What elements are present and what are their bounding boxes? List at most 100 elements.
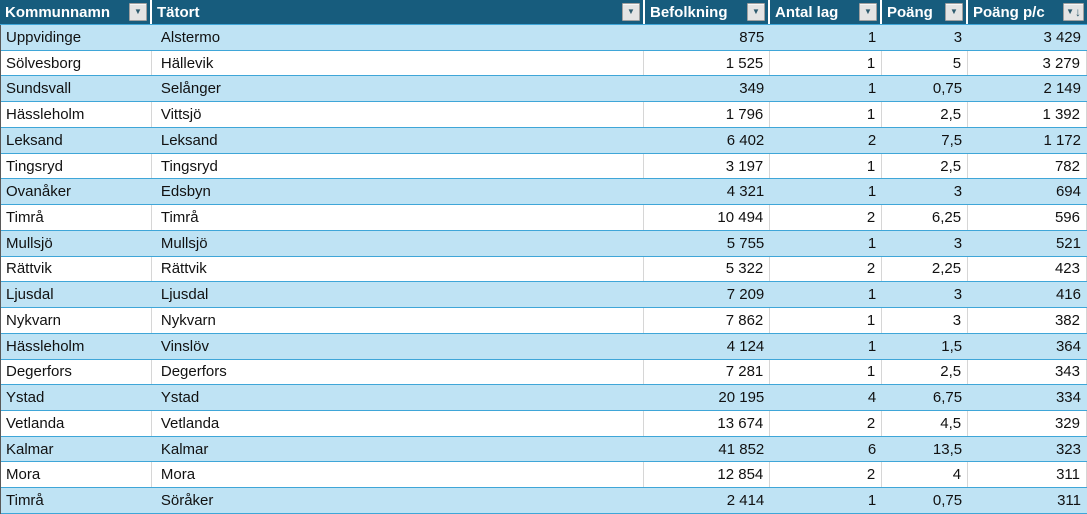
cell-poang[interactable]: 2,5 <box>882 153 969 179</box>
cell-kommunnamn[interactable]: Sölvesborg <box>1 50 152 76</box>
cell-befolkning[interactable]: 1 796 <box>644 102 771 127</box>
cell-tatort[interactable]: Leksand <box>160 131 218 149</box>
cell-tatort[interactable]: Selånger <box>160 80 221 98</box>
cell-antal-lag[interactable]: 1 <box>867 492 877 510</box>
cell-befolkning[interactable]: 4 124 <box>726 337 765 355</box>
cell-antal-lag[interactable]: 1 <box>770 50 883 76</box>
filter-button-poang-pc-sorted[interactable]: ▼ ↓ <box>1063 3 1084 21</box>
cell-tatort[interactable]: Alstermo <box>160 28 221 46</box>
cell-befolkning[interactable]: 12 854 <box>644 462 771 488</box>
filter-button-kommunnamn[interactable]: ▼ <box>129 3 147 21</box>
cell-poang-pc[interactable]: 3 429 <box>1043 28 1081 46</box>
cell-antal-lag[interactable]: 6 <box>867 440 877 458</box>
column-header-poang-pc[interactable]: Poäng p/c ▼ ↓ <box>968 0 1087 24</box>
cell-befolkning[interactable]: 13 674 <box>644 411 771 436</box>
filter-button-tatort[interactable]: ▼ <box>622 3 640 21</box>
cell-tatort[interactable]: Vinslöv <box>160 337 209 355</box>
cell-antal-lag[interactable]: 2 <box>770 256 883 282</box>
cell-tatort[interactable]: Degerfors <box>152 359 645 385</box>
cell-antal-lag[interactable]: 1 <box>867 28 877 46</box>
cell-befolkning[interactable]: 5 322 <box>644 256 771 282</box>
cell-poang[interactable]: 3 <box>953 183 963 201</box>
cell-befolkning[interactable]: 4 321 <box>726 183 765 201</box>
cell-poang-pc[interactable]: 1 172 <box>1043 131 1081 149</box>
cell-poang-pc[interactable]: 3 279 <box>968 50 1087 76</box>
cell-antal-lag[interactable]: 1 <box>867 234 877 252</box>
cell-antal-lag[interactable]: 1 <box>770 359 883 385</box>
cell-poang-pc[interactable]: 382 <box>968 308 1087 333</box>
cell-poang[interactable]: 2,5 <box>882 359 969 385</box>
cell-poang-pc[interactable]: 2 149 <box>1043 80 1081 98</box>
cell-poang[interactable]: 1,5 <box>941 337 963 355</box>
cell-antal-lag[interactable]: 1 <box>867 80 877 98</box>
cell-kommunnamn[interactable]: Kalmar <box>6 440 54 458</box>
cell-befolkning[interactable]: 6 402 <box>726 131 765 149</box>
cell-tatort[interactable]: Timrå <box>152 205 645 230</box>
cell-poang-pc[interactable]: 521 <box>1055 234 1081 252</box>
cell-kommunnamn[interactable]: Ovanåker <box>6 183 72 201</box>
cell-poang[interactable]: 3 <box>953 234 963 252</box>
cell-kommunnamn[interactable]: Timrå <box>6 492 44 510</box>
cell-poang[interactable]: 6,75 <box>932 389 963 407</box>
cell-poang-pc[interactable]: 311 <box>1057 492 1081 510</box>
cell-tatort[interactable]: Ljusdal <box>160 286 209 304</box>
cell-kommunnamn[interactable]: Tingsryd <box>1 153 152 179</box>
cell-tatort[interactable]: Nykvarn <box>152 308 645 333</box>
cell-tatort[interactable]: Söråker <box>160 492 214 510</box>
column-header-poang[interactable]: Poäng ▼ <box>882 0 968 24</box>
cell-poang-pc[interactable]: 343 <box>968 359 1087 385</box>
cell-antal-lag[interactable]: 4 <box>867 389 877 407</box>
cell-tatort[interactable]: Hällevik <box>152 50 645 76</box>
cell-poang[interactable]: 4 <box>882 462 969 488</box>
cell-antal-lag[interactable]: 1 <box>770 102 883 127</box>
cell-poang-pc[interactable]: 694 <box>1055 183 1081 201</box>
cell-antal-lag[interactable]: 2 <box>770 205 883 230</box>
cell-kommunnamn[interactable]: Timrå <box>1 205 152 230</box>
cell-befolkning[interactable]: 10 494 <box>644 205 771 230</box>
cell-kommunnamn[interactable]: Leksand <box>6 131 63 149</box>
cell-kommunnamn[interactable]: Degerfors <box>1 359 152 385</box>
cell-tatort[interactable]: Kalmar <box>160 440 209 458</box>
cell-poang[interactable]: 5 <box>882 50 969 76</box>
cell-poang[interactable]: 3 <box>953 28 963 46</box>
cell-befolkning[interactable]: 875 <box>739 28 765 46</box>
cell-befolkning[interactable]: 5 755 <box>726 234 765 252</box>
cell-befolkning[interactable]: 20 195 <box>718 389 765 407</box>
cell-befolkning[interactable]: 2 414 <box>726 492 765 510</box>
cell-tatort[interactable]: Ystad <box>160 389 200 407</box>
cell-poang[interactable]: 3 <box>882 308 969 333</box>
column-header-tatort[interactable]: Tätort ▼ <box>152 0 645 24</box>
cell-poang-pc[interactable]: 423 <box>968 256 1087 282</box>
cell-antal-lag[interactable]: 1 <box>770 153 883 179</box>
cell-poang[interactable]: 0,75 <box>932 492 963 510</box>
column-header-befolkning[interactable]: Befolkning ▼ <box>645 0 770 24</box>
cell-kommunnamn[interactable]: Hässleholm <box>6 337 85 355</box>
cell-kommunnamn[interactable]: Nykvarn <box>1 308 152 333</box>
cell-antal-lag[interactable]: 1 <box>867 337 877 355</box>
cell-kommunnamn[interactable]: Rättvik <box>1 256 152 282</box>
filter-button-poang[interactable]: ▼ <box>945 3 963 21</box>
cell-poang-pc[interactable]: 323 <box>1055 440 1081 458</box>
cell-antal-lag[interactable]: 2 <box>770 462 883 488</box>
cell-tatort[interactable]: Rättvik <box>152 256 645 282</box>
cell-tatort[interactable]: Vetlanda <box>152 411 645 436</box>
filter-button-befolkning[interactable]: ▼ <box>747 3 765 21</box>
column-header-kommunnamn[interactable]: Kommunnamn ▼ <box>0 0 152 24</box>
cell-kommunnamn[interactable]: Mullsjö <box>6 234 53 252</box>
cell-befolkning[interactable]: 7 281 <box>644 359 771 385</box>
cell-befolkning[interactable]: 1 525 <box>644 50 771 76</box>
cell-poang[interactable]: 0,75 <box>932 80 963 98</box>
cell-poang-pc[interactable]: 596 <box>968 205 1087 230</box>
cell-tatort[interactable]: Tingsryd <box>152 153 645 179</box>
cell-befolkning[interactable]: 41 852 <box>718 440 765 458</box>
cell-kommunnamn[interactable]: Sundsvall <box>6 80 72 98</box>
cell-befolkning[interactable]: 3 197 <box>644 153 771 179</box>
cell-antal-lag[interactable]: 1 <box>867 183 877 201</box>
cell-poang[interactable]: 6,25 <box>882 205 969 230</box>
cell-poang-pc[interactable]: 311 <box>968 462 1087 488</box>
cell-tatort[interactable]: Edsbyn <box>160 183 211 201</box>
cell-befolkning[interactable]: 7 862 <box>644 308 771 333</box>
cell-tatort[interactable]: Mullsjö <box>160 234 208 252</box>
cell-kommunnamn[interactable]: Uppvidinge <box>6 28 82 46</box>
cell-befolkning[interactable]: 349 <box>739 80 765 98</box>
